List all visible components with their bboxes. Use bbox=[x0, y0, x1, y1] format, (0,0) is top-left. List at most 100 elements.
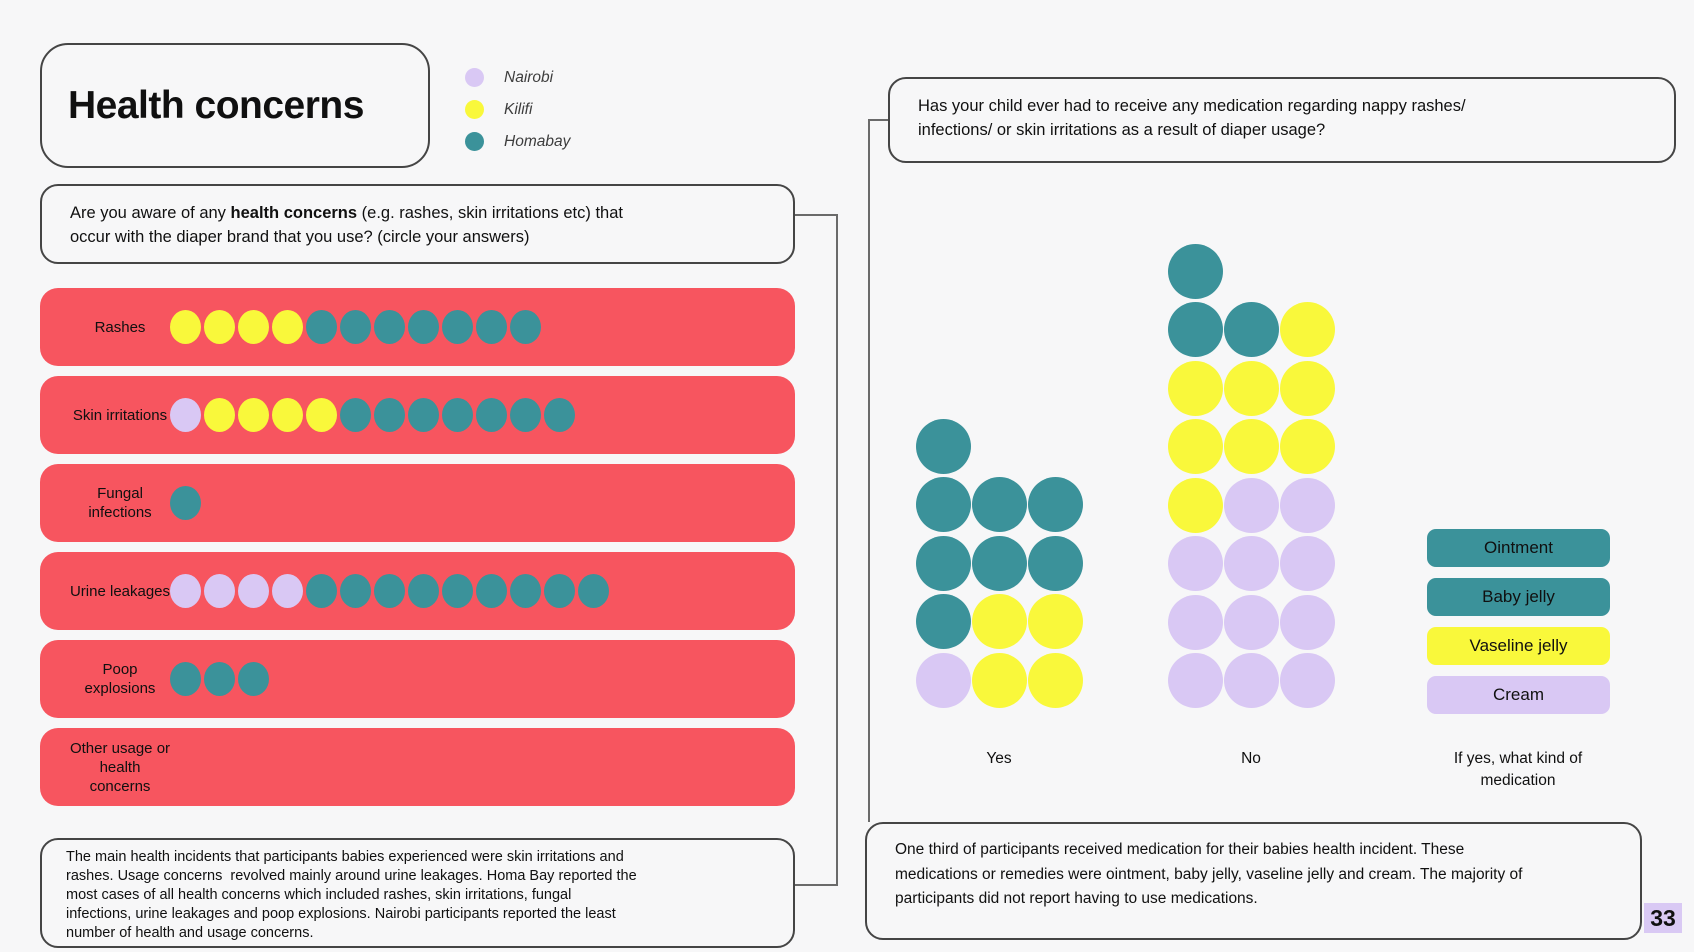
dot-homabay bbox=[340, 574, 371, 608]
dot-homabay bbox=[915, 418, 971, 474]
no-axis-label: No bbox=[1241, 750, 1261, 767]
right-conclusion-box: One third of participants received medic… bbox=[865, 822, 1642, 940]
dot-kilifi bbox=[204, 310, 235, 344]
grid-cell bbox=[1167, 476, 1223, 535]
bar-fungal-infections: Fungal infections bbox=[40, 464, 795, 542]
dot-homabay bbox=[306, 310, 337, 344]
conclusion-line: most cases of all health concerns which … bbox=[66, 887, 572, 903]
dot-homabay bbox=[1167, 302, 1223, 358]
grid-cell bbox=[1223, 535, 1279, 594]
grid-cell bbox=[1027, 534, 1083, 593]
dot-homabay bbox=[1027, 535, 1083, 591]
bar-label: Skin irritations bbox=[72, 406, 168, 424]
grid-cell bbox=[1027, 417, 1083, 476]
bar-label: Rashes bbox=[94, 318, 146, 336]
legend-label: Kilifi bbox=[504, 100, 533, 118]
bar-label: Other usage or health concerns bbox=[69, 739, 171, 795]
bar-dot-row bbox=[170, 574, 609, 608]
grid-cell bbox=[1279, 359, 1335, 418]
dot-homabay bbox=[971, 535, 1027, 591]
dot-nairobi bbox=[1167, 594, 1223, 650]
grid-cell bbox=[915, 476, 971, 535]
left-question-line2: occur with the diaper brand that you use… bbox=[70, 228, 530, 246]
conclusion-line: medications or remedies were ointment, b… bbox=[895, 865, 1523, 883]
dot-homabay bbox=[408, 574, 439, 608]
dot-kilifi bbox=[238, 310, 269, 344]
medication-cream: Cream bbox=[1427, 676, 1610, 714]
bar-dot-row bbox=[170, 310, 541, 344]
grid-cell bbox=[915, 534, 971, 593]
right-question-line1: Has your child ever had to receive any m… bbox=[918, 97, 1466, 115]
grid-cell bbox=[1279, 652, 1335, 711]
conclusion-line: rashes. Usage concerns revolved mainly a… bbox=[66, 868, 637, 884]
bar-label: Urine leakages bbox=[69, 582, 171, 600]
dot-homabay bbox=[1167, 243, 1223, 299]
conclusion-line: number of health and usage concerns. bbox=[66, 925, 314, 941]
dot-homabay bbox=[340, 398, 371, 432]
dot-kilifi bbox=[204, 398, 235, 432]
dot-nairobi bbox=[1279, 477, 1335, 533]
grid-cell bbox=[1279, 301, 1335, 360]
dot-kilifi bbox=[1279, 360, 1335, 416]
bar-dot-row bbox=[170, 662, 269, 696]
dot-homabay bbox=[476, 310, 507, 344]
medication-vaseline-jelly: Vaseline jelly bbox=[1427, 627, 1610, 665]
dot-kilifi bbox=[1223, 419, 1279, 475]
grid-cell bbox=[1279, 418, 1335, 477]
dot-homabay bbox=[170, 662, 201, 696]
dot-homabay bbox=[915, 477, 971, 533]
dot-nairobi bbox=[1167, 653, 1223, 709]
page-number: 33 bbox=[1644, 903, 1682, 933]
grid-cell bbox=[915, 651, 971, 710]
bar-urine-leakages: Urine leakages bbox=[40, 552, 795, 630]
dot-kilifi bbox=[1223, 360, 1279, 416]
grid-cell bbox=[1167, 418, 1223, 477]
dot-homabay bbox=[915, 535, 971, 591]
yes-dot-group bbox=[915, 417, 1083, 710]
dot-homabay bbox=[1223, 302, 1279, 358]
conclusion-line: infections, urine leakages and poop expl… bbox=[66, 906, 616, 922]
legend-item-homabay: Homabay bbox=[465, 132, 570, 151]
medication-axis-caption: If yes, what kind of medication bbox=[1453, 750, 1583, 789]
dot-homabay bbox=[510, 310, 541, 344]
dot-nairobi bbox=[204, 574, 235, 608]
grid-cell bbox=[971, 593, 1027, 652]
grid-cell bbox=[1027, 651, 1083, 710]
dot-homabay bbox=[442, 398, 473, 432]
grid-cell bbox=[971, 476, 1027, 535]
dot-nairobi bbox=[1223, 477, 1279, 533]
dot-nairobi bbox=[272, 574, 303, 608]
dot-kilifi bbox=[1167, 419, 1223, 475]
dot-nairobi bbox=[915, 652, 971, 708]
grid-cell bbox=[1027, 593, 1083, 652]
grid-cell bbox=[1223, 359, 1279, 418]
dot-kilifi bbox=[465, 100, 484, 119]
dot-homabay bbox=[374, 310, 405, 344]
dot-homabay bbox=[510, 574, 541, 608]
dot-nairobi bbox=[465, 68, 484, 87]
right-question-connector bbox=[868, 119, 888, 822]
bar-dot-row bbox=[170, 486, 201, 520]
dot-nairobi bbox=[1223, 594, 1279, 650]
grid-cell bbox=[1279, 242, 1335, 301]
dot-nairobi bbox=[1279, 594, 1335, 650]
medication-legend: Ointment Baby jelly Vaseline jelly Cream bbox=[1427, 529, 1610, 714]
grid-cell bbox=[971, 534, 1027, 593]
grid-cell bbox=[1279, 476, 1335, 535]
dot-homabay bbox=[170, 486, 201, 520]
grid-cell bbox=[1027, 476, 1083, 535]
bar-other-usage-or-health-concerns: Other usage or health concerns bbox=[40, 728, 795, 806]
dot-nairobi bbox=[1279, 536, 1335, 592]
grid-cell bbox=[1223, 593, 1279, 652]
dot-homabay bbox=[374, 398, 405, 432]
dot-kilifi bbox=[1279, 302, 1335, 358]
right-question-line2: infections/ or skin irritations as a res… bbox=[918, 121, 1326, 139]
bar-poop-explosions: Poop explosions bbox=[40, 640, 795, 718]
dot-kilifi bbox=[971, 594, 1027, 650]
dot-kilifi bbox=[238, 398, 269, 432]
title-box: Health concerns bbox=[40, 43, 430, 168]
dot-kilifi bbox=[1027, 594, 1083, 650]
bar-dot-row bbox=[170, 398, 575, 432]
dot-nairobi bbox=[170, 574, 201, 608]
